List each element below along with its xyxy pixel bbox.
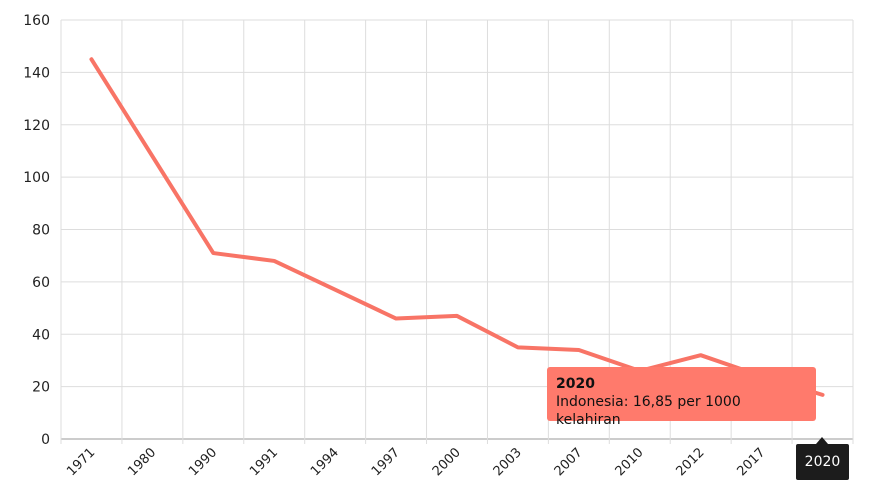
x-tick-label: 1990 xyxy=(186,445,220,479)
y-tick-label: 40 xyxy=(32,327,50,343)
y-axis: 0 20 40 60 80 100 120 140 160 xyxy=(23,13,50,448)
x-tick-label: 1991 xyxy=(247,445,281,479)
y-tick-label: 0 xyxy=(41,432,50,448)
series-line[interactable] xyxy=(89,57,825,397)
series-group xyxy=(89,57,825,397)
tooltip-text: Indonesia: 16,85 per 1000 kelahiran xyxy=(556,394,741,428)
x-tick-label: 2007 xyxy=(552,445,586,479)
y-tick-label: 20 xyxy=(32,380,50,396)
x-highlight-badge: 2020 xyxy=(796,444,849,480)
x-tick-label: 2012 xyxy=(674,445,708,479)
x-tick-label: 1997 xyxy=(369,445,403,479)
y-tick-label: 80 xyxy=(32,223,50,239)
x-tick-label: 2000 xyxy=(430,445,464,479)
y-tick-label: 140 xyxy=(23,65,50,81)
x-tick-label: 1971 xyxy=(64,445,98,479)
x-tick-label: 2003 xyxy=(491,445,525,479)
y-tick-label: 100 xyxy=(23,170,50,186)
x-tick-label: 1980 xyxy=(125,445,159,479)
y-tick-label: 60 xyxy=(32,275,50,291)
tooltip-title: 2020 xyxy=(556,376,595,392)
x-tick-label: 1994 xyxy=(308,445,342,479)
x-axis: 1971 1980 1990 1991 1994 1997 2000 2003 2007 2010… xyxy=(64,445,768,479)
x-tick-label: 2017 xyxy=(734,445,768,479)
x-tick-label: 2010 xyxy=(613,445,647,479)
y-tick-label: 120 xyxy=(23,118,50,134)
x-highlight-pointer xyxy=(816,437,828,444)
chart-tooltip: 2020 Indonesia: 16,85 per 1000 kelahiran xyxy=(547,367,816,428)
y-tick-label: 160 xyxy=(23,13,50,29)
